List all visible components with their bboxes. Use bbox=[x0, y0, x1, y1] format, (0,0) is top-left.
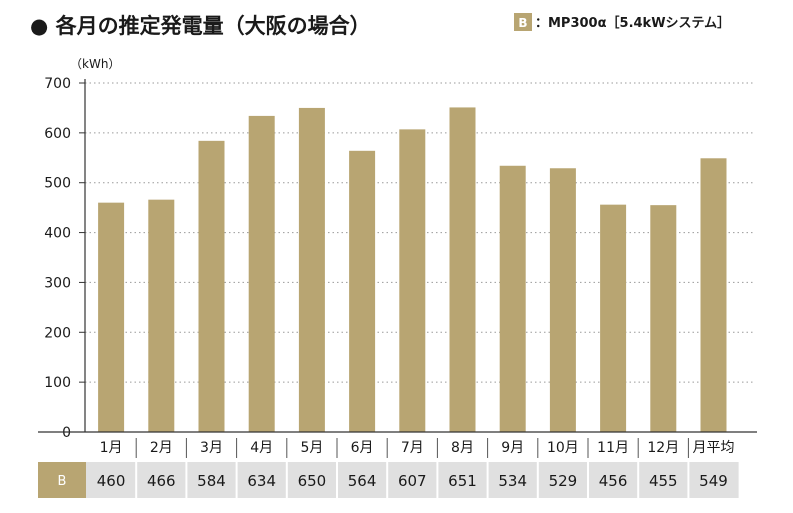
axes bbox=[38, 79, 757, 433]
y-tick-label: 400 bbox=[44, 226, 71, 242]
legend: B ：MP300α［5.4kWシステム］ bbox=[514, 13, 730, 31]
y-tick-label: 500 bbox=[44, 176, 71, 192]
y-tick-label: 700 bbox=[44, 76, 71, 92]
y-tick-label: 0 bbox=[62, 425, 71, 441]
x-category-label: 月平均 bbox=[693, 440, 735, 456]
x-category-label: 12月 bbox=[647, 440, 679, 456]
y-tick-label: 200 bbox=[44, 325, 71, 341]
bar-7月 bbox=[399, 129, 426, 433]
y-tick-label: 300 bbox=[44, 275, 71, 291]
x-category-label: 1月 bbox=[100, 440, 123, 456]
table-cell-value: 455 bbox=[649, 472, 678, 490]
table-cell-value: 460 bbox=[97, 472, 126, 490]
legend-label: ：MP300α［5.4kWシステム］ bbox=[535, 15, 730, 31]
x-category-label: 5月 bbox=[300, 440, 323, 456]
table-cell-value: 456 bbox=[599, 472, 628, 490]
value-table: B 460 466 584 634 650 564 607 651 534 529 456 455 549 bbox=[38, 462, 739, 498]
y-tick-label: 100 bbox=[44, 375, 71, 391]
x-category-label: 2月 bbox=[150, 440, 173, 456]
y-tick-label: 600 bbox=[44, 126, 71, 142]
table-row-background bbox=[86, 462, 739, 498]
x-category-label: 11月 bbox=[597, 440, 629, 456]
bar-1月 bbox=[98, 202, 125, 432]
bar-月平均 bbox=[700, 158, 727, 432]
bar-4月 bbox=[248, 115, 275, 433]
table-row-label-cell bbox=[38, 462, 86, 498]
legend-key: B bbox=[518, 16, 527, 30]
table-cell-value: 651 bbox=[448, 472, 477, 490]
x-category-label: 7月 bbox=[401, 440, 424, 456]
table-cell-value: 549 bbox=[699, 472, 728, 490]
chart-title: ● 各月の推定発電量（大阪の場合） bbox=[30, 14, 371, 38]
bar-2月 bbox=[148, 199, 175, 432]
table-cell-value: 466 bbox=[147, 472, 176, 490]
x-axis-categories: 1月 2月 3月 4月 5月 6月 7月 8月 9月 10月 11月 12月 月平均 bbox=[100, 438, 735, 458]
bar-12月 bbox=[650, 205, 677, 432]
table-row-label: B bbox=[58, 474, 67, 489]
bars bbox=[98, 107, 727, 433]
x-category-label: 3月 bbox=[200, 440, 223, 456]
bar-11月 bbox=[600, 204, 627, 432]
bar-9月 bbox=[499, 165, 526, 432]
legend-key-box bbox=[514, 13, 532, 31]
bar-10月 bbox=[549, 168, 576, 432]
gridlines bbox=[85, 82, 755, 383]
x-category-label: 9月 bbox=[501, 440, 524, 456]
table-cell-value: 564 bbox=[348, 472, 377, 490]
table-cell-value: 534 bbox=[498, 472, 527, 490]
table-cell-value: 634 bbox=[247, 472, 276, 490]
x-category-label: 6月 bbox=[351, 440, 374, 456]
x-category-label: 8月 bbox=[451, 440, 474, 456]
y-unit-label: （kWh） bbox=[70, 57, 120, 71]
bar-3月 bbox=[198, 140, 225, 432]
y-axis-ticks: 0 100 200 300 400 500 600 700 bbox=[44, 76, 85, 441]
bar-5月 bbox=[298, 107, 325, 432]
bar-6月 bbox=[349, 150, 376, 432]
x-category-label: 10月 bbox=[547, 440, 579, 456]
table-cell-value: 529 bbox=[549, 472, 578, 490]
table-cell-value: 607 bbox=[398, 472, 427, 490]
table-cell-value: 584 bbox=[197, 472, 226, 490]
table-cell-value: 650 bbox=[298, 472, 327, 490]
bar-8月 bbox=[449, 107, 476, 433]
x-category-label: 4月 bbox=[250, 440, 273, 456]
